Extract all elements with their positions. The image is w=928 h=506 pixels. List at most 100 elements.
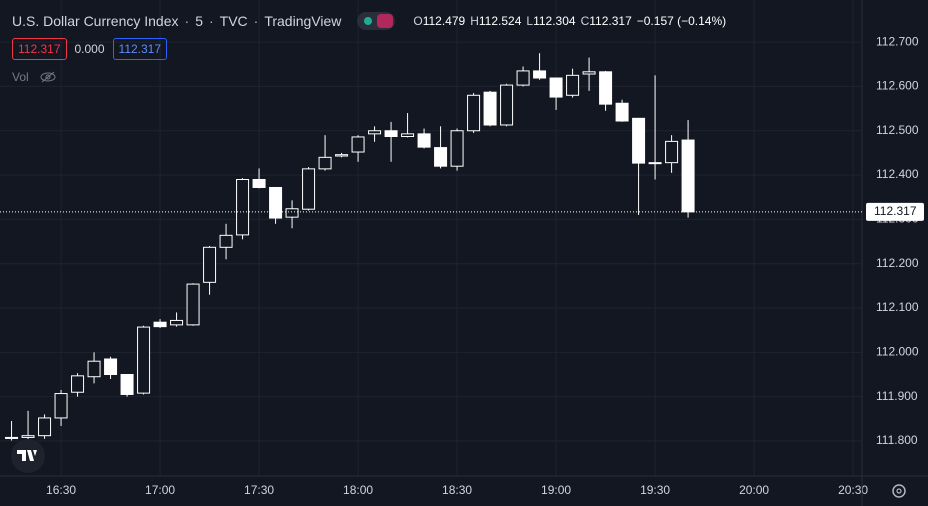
ohlc-value: 112.304 [533,14,576,28]
candle-body [21,435,35,438]
candle-body [170,319,184,326]
ohlc-value: 112.317 [589,14,632,28]
candle-body [681,139,695,213]
candle-body [467,94,481,132]
y-tick-label: 112.500 [876,123,919,137]
y-tick-label: 112.100 [876,300,919,314]
ohlc-key: C [580,14,590,28]
ohlc-key: H [470,14,479,28]
candle-body [582,71,596,75]
x-tick-label: 20:00 [739,483,769,497]
candle-body [401,133,415,138]
ohlc-key: O [413,14,423,28]
status-icon [377,14,394,28]
candle-body [219,234,233,248]
ohlc-item: C112.317 [581,14,632,28]
status-dot [364,17,373,25]
candle-body [71,375,85,393]
candle-body [450,130,464,167]
buy-button[interactable]: 112.317 [112,38,168,60]
x-tick-label: 16:30 [46,483,76,497]
candle-body [599,71,613,105]
candle-body [615,102,629,122]
ohlc-value: 112.524 [478,14,522,28]
ohlc-item: L112.304 [526,14,575,28]
x-tick-label: 20:30 [838,483,868,497]
ohlc-legend: O112.479 H112.524 L112.304 C112.317 −0.157 (… [413,14,726,28]
header: U.S. Dollar Currency Index · 5 · TVC · T… [12,12,726,30]
candle-body [54,393,68,419]
separator: · [253,13,259,29]
candle-body [302,168,316,210]
candle-body [318,156,332,170]
trade-badges: 112.317 0.000 112.317 [12,38,168,60]
x-tick-label: 18:30 [442,483,472,497]
y-tick-label: 112.400 [876,167,919,181]
ohlc-key: L [526,14,534,28]
candle-body [203,246,217,283]
candle-body [665,140,679,164]
candle-body [186,283,200,326]
candle-body [236,178,250,236]
candle-body [384,130,398,138]
candle-body [153,321,167,328]
y-tick-label: 112.200 [876,256,919,270]
spread: 0.000 [74,42,105,56]
ohlc-item: H112.524 [470,14,521,28]
candle-body [434,147,448,167]
y-tick-label: 111.900 [876,389,918,403]
y-tick-label: 112.000 [876,345,919,359]
interval[interactable]: 5 [195,13,203,29]
tv-logo [11,439,45,473]
candle-body [351,136,365,153]
exchange: TVC [219,13,248,29]
symbol-title[interactable]: U.S. Dollar Currency Index [12,13,179,29]
y-tick-label: 111.800 [876,433,918,447]
source: TradingView [264,13,342,29]
candle-body [368,130,382,135]
x-tick-label: 19:30 [640,483,670,497]
market-status[interactable] [357,12,396,30]
candle-body [104,358,118,376]
candle-body [269,186,283,219]
y-tick-label: 112.700 [876,34,919,48]
candle-body [120,374,134,395]
candle-body [516,70,530,86]
candle-body [417,133,431,148]
candle-body [38,417,52,437]
candle-body [500,84,514,126]
last-price-tag [866,202,924,221]
candle-body [632,117,646,164]
x-tick-label: 18:00 [343,483,373,497]
candle-body [566,74,580,96]
x-tick-label: 17:00 [145,483,175,497]
x-tick-label: 17:30 [244,483,274,497]
price-change: −0.157 (−0.14%) [636,14,727,28]
separator: · [208,13,214,29]
volume-label: Vol [12,70,29,84]
last-price-label: 112.317 [874,204,917,218]
separator: · [184,13,190,29]
ohlc-value: 112.479 [422,14,466,28]
candle-body [549,77,563,98]
hidden-eye-icon[interactable] [39,71,57,83]
candle-body [335,154,349,157]
volume-legend: Vol [12,70,57,84]
candle-body [5,436,19,439]
candle-body [483,91,497,126]
candle-body [87,360,101,378]
y-tick-label: 112.600 [876,79,919,93]
sell-button[interactable]: 112.317 [12,38,67,60]
x-tick-label: 19:00 [541,483,571,497]
candle-body [533,70,547,79]
candle-body [252,178,266,188]
candle-body [648,162,662,165]
settings-icon[interactable] [892,484,906,498]
candle-body [285,208,299,218]
ohlc-item: O112.479 [413,14,465,28]
candle-body [137,326,151,394]
